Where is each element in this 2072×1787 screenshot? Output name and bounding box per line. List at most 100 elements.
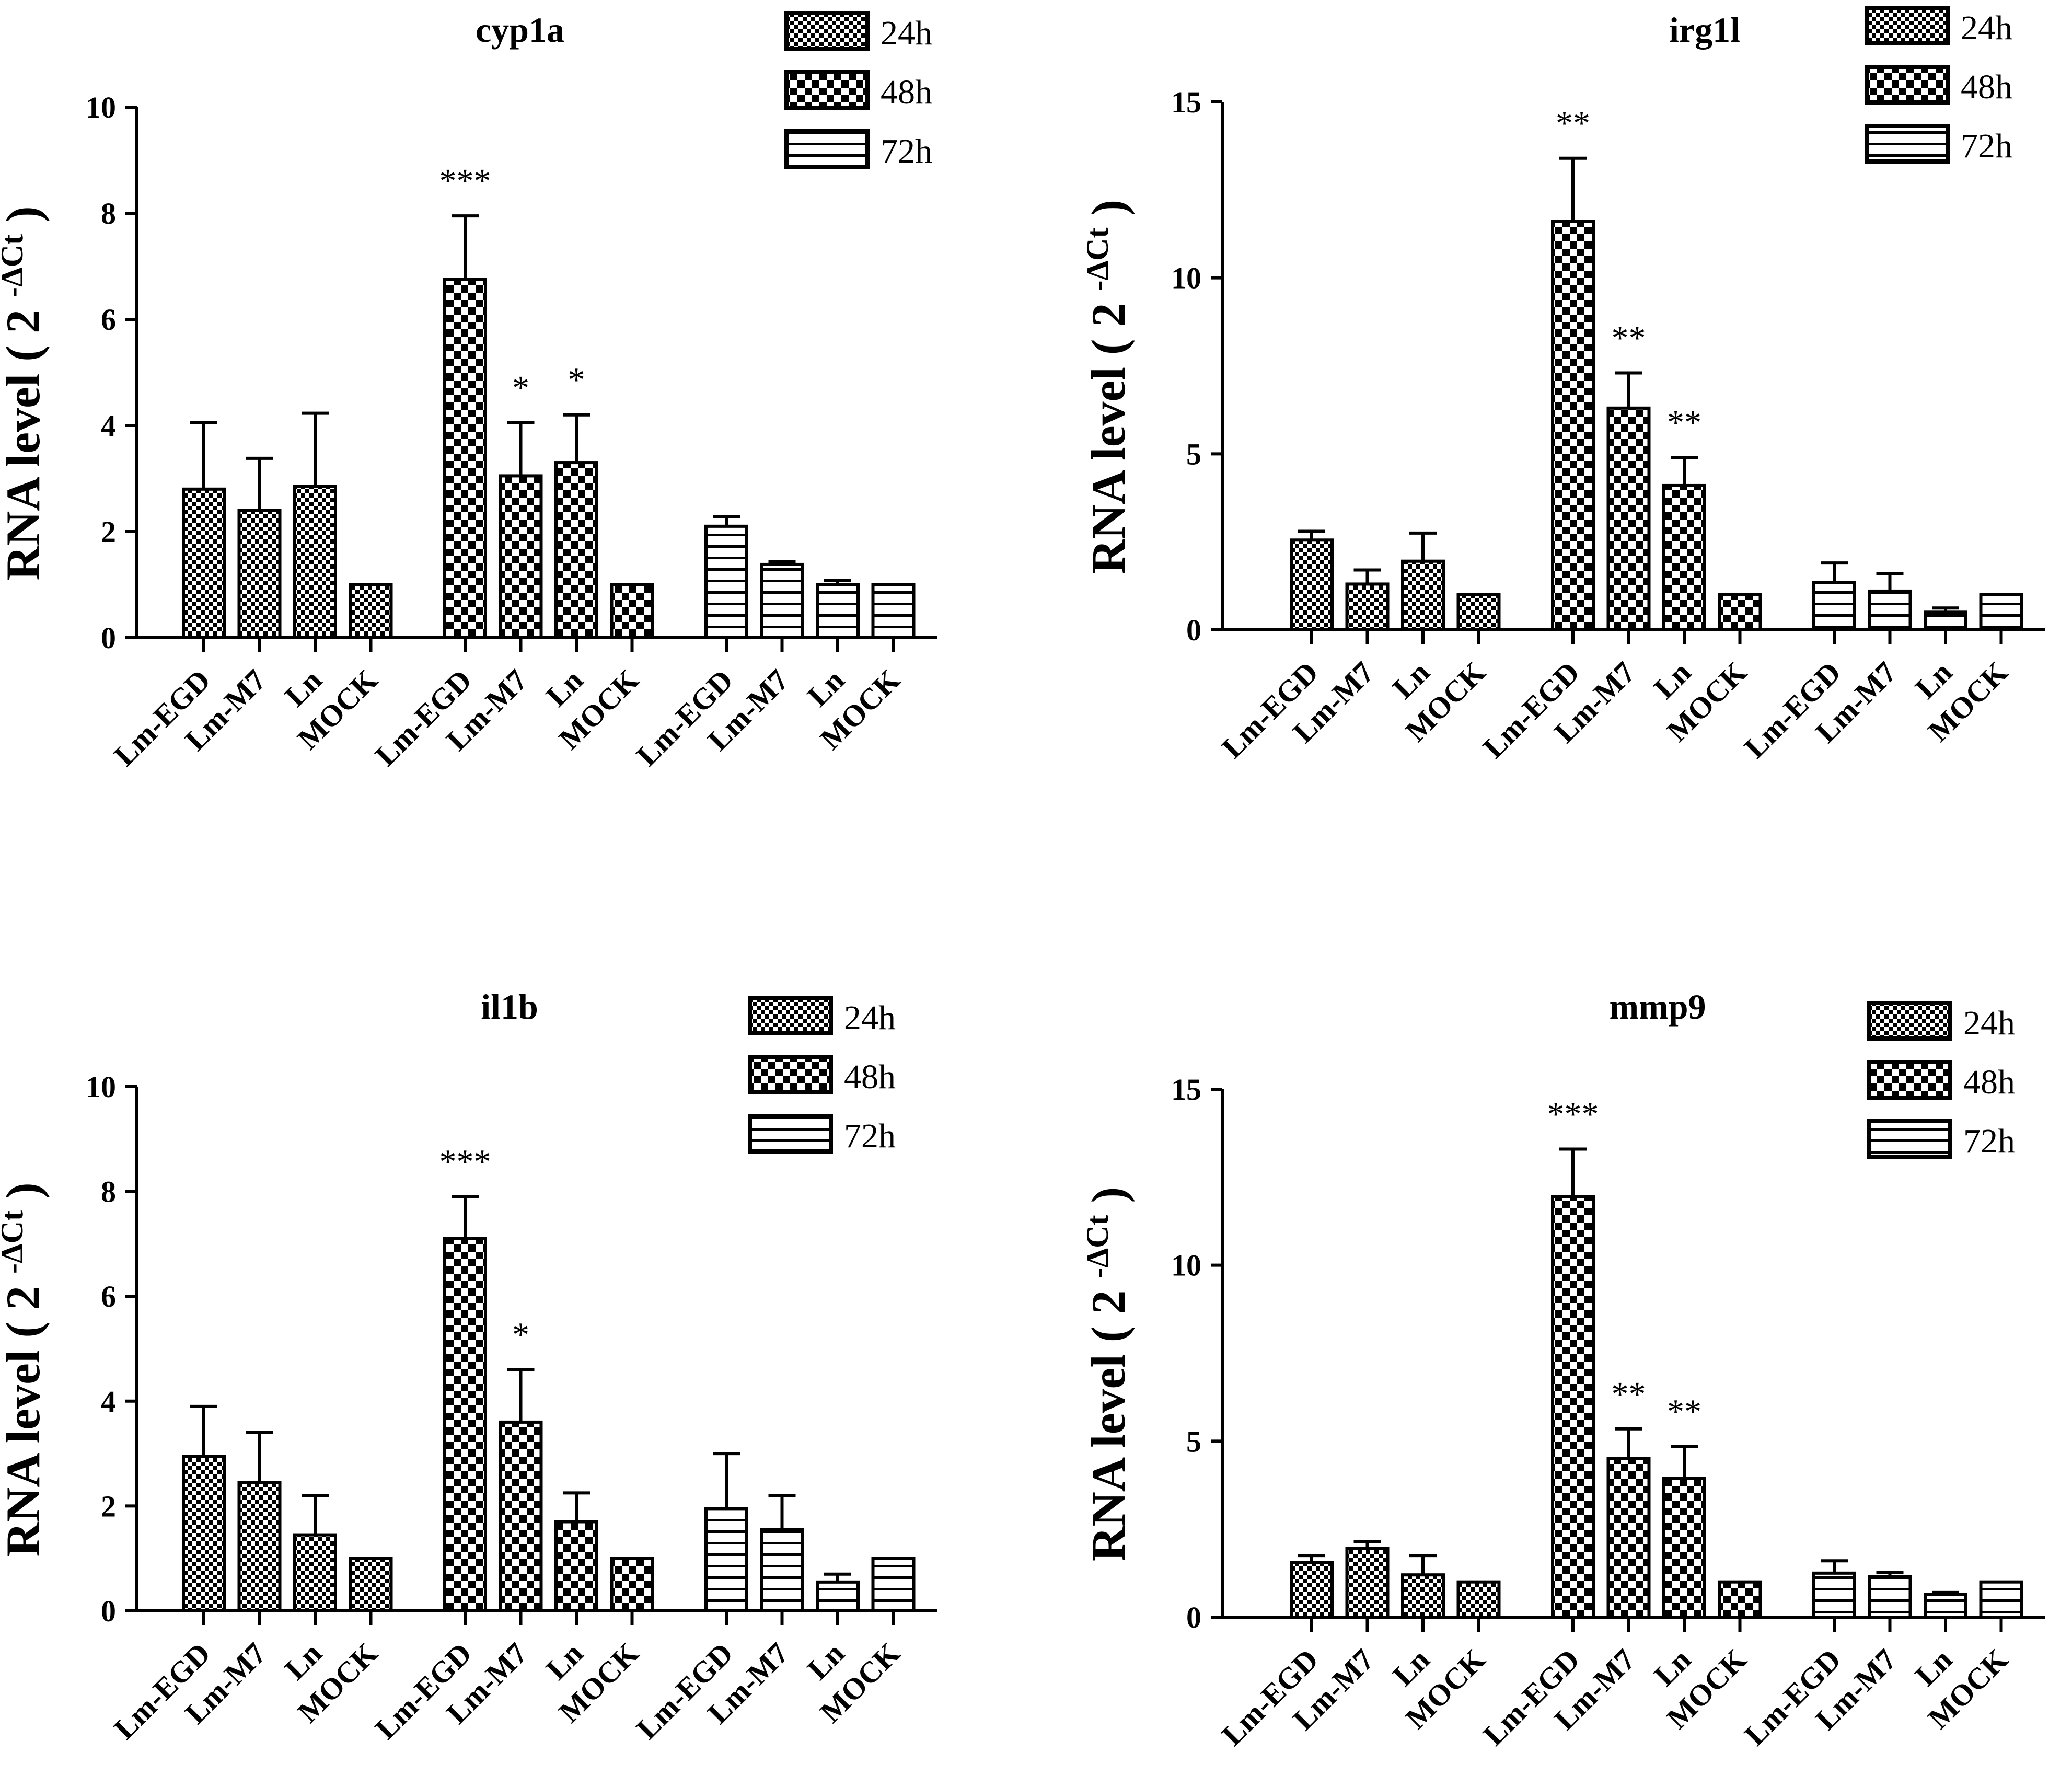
legend-swatch <box>1867 1060 1952 1100</box>
legend-label: 24h <box>881 14 932 52</box>
bar <box>1979 593 2023 631</box>
y-tick-label: 6 <box>101 1279 116 1313</box>
y-tick-label: 10 <box>86 90 116 124</box>
bar <box>1401 559 1445 631</box>
legend-label: 48h <box>1963 1063 2015 1101</box>
y-axis-label: RNA level ( 2 -ΔCt ) <box>0 1182 50 1557</box>
bar <box>1718 593 1762 631</box>
bar <box>1456 1580 1501 1619</box>
y-tick-label: 4 <box>101 1385 116 1419</box>
y-axis-label: RNA level ( 2 -ΔCt ) <box>1080 200 1135 574</box>
bar <box>1718 1580 1762 1619</box>
significance-label: *** <box>439 1143 491 1181</box>
legend-swatch <box>1867 1119 1952 1159</box>
y-tick-label: 6 <box>101 303 116 337</box>
bar <box>499 474 543 639</box>
bar <box>760 1528 804 1613</box>
y-tick-label: 8 <box>101 197 116 230</box>
bar <box>1401 1573 1445 1619</box>
significance-label: * <box>512 1316 529 1354</box>
legend-swatch <box>1867 1001 1952 1041</box>
y-tick-label: 0 <box>101 621 116 655</box>
legend-label: 24h <box>1963 1004 2015 1042</box>
y-tick-label: 5 <box>1186 437 1201 471</box>
y-tick-label: 8 <box>101 1175 116 1209</box>
bar <box>1551 1195 1595 1619</box>
bar <box>1290 538 1334 632</box>
legend-swatch <box>748 1114 833 1154</box>
bar <box>1979 1580 2023 1619</box>
bar <box>1662 1477 1706 1619</box>
legend-swatch <box>1865 65 1950 105</box>
y-tick-label: 0 <box>1186 613 1201 647</box>
legend-swatch <box>748 1055 833 1094</box>
bar <box>182 1455 226 1612</box>
bar <box>610 583 654 639</box>
significance-label: ** <box>1612 1375 1646 1413</box>
legend-label: 48h <box>1961 68 2012 106</box>
bar <box>1924 1593 1967 1619</box>
significance-label: * <box>512 369 529 407</box>
y-tick-label: 10 <box>1171 261 1201 295</box>
bar <box>1924 610 1967 632</box>
bar <box>182 487 226 639</box>
bar <box>1456 593 1501 631</box>
bar <box>237 1481 282 1613</box>
bar <box>1812 581 1856 631</box>
bar <box>554 1520 598 1612</box>
bar <box>760 562 804 640</box>
bar <box>349 1557 393 1612</box>
bar <box>349 583 393 639</box>
legend-swatch <box>1865 124 1950 164</box>
bar <box>1606 406 1651 631</box>
y-axis-label: RNA level ( 2 -ΔCt ) <box>1080 1187 1135 1561</box>
bar <box>293 485 337 639</box>
y-tick-label: 0 <box>101 1594 116 1628</box>
bar <box>871 1557 916 1612</box>
y-axis-label: RNA level ( 2 -ΔCt ) <box>0 206 50 580</box>
y-tick-label: 0 <box>1186 1600 1201 1634</box>
significance-label: *** <box>439 162 491 200</box>
y-tick-label: 15 <box>1171 1073 1201 1106</box>
bar <box>554 461 598 639</box>
legend-swatch <box>784 70 870 110</box>
y-tick-label: 10 <box>1171 1249 1201 1283</box>
legend-label: 24h <box>1961 9 2012 47</box>
y-tick-label: 4 <box>101 409 116 443</box>
significance-label: ** <box>1667 1392 1701 1431</box>
bar <box>1290 1561 1334 1619</box>
bar <box>443 278 487 639</box>
chart-title: il1b <box>481 987 538 1027</box>
significance-label: * <box>568 361 585 399</box>
significance-label: *** <box>1547 1095 1599 1133</box>
bar <box>1868 1575 1912 1619</box>
chart-title: irg1l <box>1669 10 1740 50</box>
legend-label: 48h <box>881 73 932 111</box>
legend-label: 72h <box>881 132 932 170</box>
y-tick-label: 10 <box>86 1070 116 1104</box>
legend-label: 72h <box>1961 127 2012 165</box>
bar <box>704 1507 748 1613</box>
chart-title: cyp1a <box>476 10 564 50</box>
bar <box>816 1580 860 1612</box>
legend-swatch <box>748 996 833 1035</box>
significance-label: ** <box>1612 319 1646 357</box>
bar <box>1868 589 1912 632</box>
significance-label: ** <box>1556 105 1590 143</box>
bar <box>499 1420 543 1612</box>
bar <box>1606 1457 1651 1619</box>
legend-label: 72h <box>1963 1122 2015 1160</box>
chart-title: mmp9 <box>1609 987 1706 1027</box>
bar <box>704 524 748 639</box>
y-tick-label: 5 <box>1186 1424 1201 1458</box>
bar <box>1812 1571 1856 1619</box>
legend-label: 48h <box>844 1058 896 1096</box>
bar <box>610 1557 654 1612</box>
bar <box>816 583 860 639</box>
legend-swatch <box>784 11 870 51</box>
bar <box>443 1237 487 1612</box>
